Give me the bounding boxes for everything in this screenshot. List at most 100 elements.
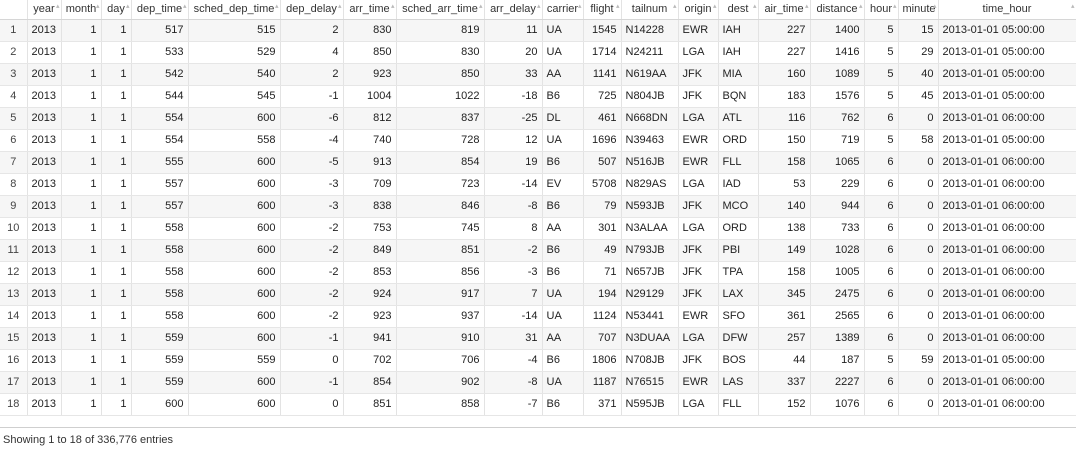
cell-dep-delay: 0: [280, 349, 344, 372]
column-header-arr-time[interactable]: arr_time ▴: [343, 0, 397, 20]
cell-carrier: B6: [542, 85, 584, 108]
cell-year: 2013: [27, 371, 62, 394]
column-header-minute[interactable]: minute ▴: [898, 0, 939, 20]
column-header-time-hour[interactable]: time_hour ▴: [938, 0, 1076, 20]
sort-arrows-icon[interactable]: ▴: [478, 3, 483, 10]
cell-year: 2013: [27, 41, 62, 64]
cell-day: 1: [101, 371, 132, 394]
header-row: year ▴ month ▴ day ▴ dep_time ▴ sched_dep_time ▴ d…: [0, 0, 1076, 20]
sort-arrows-icon[interactable]: ▴: [274, 3, 279, 10]
cell-arr-time: 923: [343, 63, 397, 86]
cell-flight: 507: [583, 151, 622, 174]
column-header-hour[interactable]: hour ▴: [864, 0, 899, 20]
sort-arrows-icon[interactable]: ▴: [672, 3, 677, 10]
cell-sched-dep-time: 515: [188, 19, 281, 42]
cell-sched-arr-time: 850: [396, 63, 485, 86]
column-header-air-time[interactable]: air_time ▴: [758, 0, 811, 20]
sort-arrows-icon[interactable]: ▴: [577, 3, 582, 10]
column-header-dep-delay[interactable]: dep_delay ▴: [280, 0, 344, 20]
sort-arrows-icon[interactable]: ▴: [932, 3, 937, 10]
column-header-day[interactable]: day ▴: [101, 0, 132, 20]
cell-dest: IAD: [718, 173, 759, 196]
row-number: 13: [0, 283, 28, 306]
sort-arrows-icon[interactable]: ▴: [95, 3, 100, 10]
cell-sched-dep-time: 600: [188, 327, 281, 350]
column-header-origin[interactable]: origin ▴: [678, 0, 719, 20]
cell-day: 1: [101, 129, 132, 152]
sort-arrows-icon[interactable]: ▴: [390, 3, 395, 10]
cell-minute: 0: [898, 239, 939, 262]
sort-arrows-icon[interactable]: ▴: [55, 3, 60, 10]
cell-dep-time: 600: [131, 393, 189, 416]
sort-arrows-icon[interactable]: ▴: [337, 3, 342, 10]
cell-year: 2013: [27, 173, 62, 196]
cell-dep-time: 559: [131, 371, 189, 394]
cell-day: 1: [101, 85, 132, 108]
cell-day: 1: [101, 151, 132, 174]
cell-air-time: 152: [758, 393, 811, 416]
sort-arrows-icon[interactable]: ▴: [536, 3, 541, 10]
cell-minute: 0: [898, 151, 939, 174]
column-header-dep-time[interactable]: dep_time ▴: [131, 0, 189, 20]
sort-arrows-icon[interactable]: ▴: [125, 3, 130, 10]
cell-time-hour: 2013-01-01 06:00:00: [938, 327, 1076, 350]
cell-day: 1: [101, 63, 132, 86]
cell-flight: 1714: [583, 41, 622, 64]
sort-arrows-icon[interactable]: ▴: [712, 3, 717, 10]
cell-distance: 229: [810, 173, 865, 196]
cell-dep-delay: 2: [280, 63, 344, 86]
cell-year: 2013: [27, 327, 62, 350]
cell-minute: 0: [898, 107, 939, 130]
cell-origin: JFK: [678, 63, 719, 86]
cell-dep-delay: -1: [280, 371, 344, 394]
cell-dest: TPA: [718, 261, 759, 284]
cell-arr-time: 709: [343, 173, 397, 196]
cell-distance: 762: [810, 107, 865, 130]
column-header-label: flight: [590, 3, 614, 16]
column-header-sched-dep-time[interactable]: sched_dep_time ▴: [188, 0, 281, 20]
sort-arrows-icon[interactable]: ▴: [615, 3, 620, 10]
column-header-distance[interactable]: distance ▴: [810, 0, 865, 20]
cell-carrier: B6: [542, 261, 584, 284]
cell-sched-dep-time: 600: [188, 305, 281, 328]
cell-hour: 6: [864, 305, 899, 328]
sort-arrows-icon[interactable]: ▴: [752, 3, 757, 10]
cell-hour: 5: [864, 129, 899, 152]
sort-arrows-icon[interactable]: ▴: [858, 3, 863, 10]
cell-carrier: AA: [542, 63, 584, 86]
cell-tailnum: N14228: [621, 19, 679, 42]
sort-arrows-icon[interactable]: ▴: [804, 3, 809, 10]
column-header-label: dest: [727, 3, 749, 16]
column-header-month[interactable]: month ▴: [61, 0, 102, 20]
sort-arrows-icon[interactable]: ▴: [182, 3, 187, 10]
column-header-tailnum[interactable]: tailnum ▴: [621, 0, 679, 20]
sort-arrows-icon[interactable]: ▴: [1070, 3, 1075, 10]
row-number: 15: [0, 327, 28, 350]
cell-sched-dep-time: 600: [188, 151, 281, 174]
cell-month: 1: [61, 217, 102, 240]
cell-time-hour: 2013-01-01 06:00:00: [938, 261, 1076, 284]
cell-minute: 15: [898, 19, 939, 42]
cell-sched-dep-time: 600: [188, 173, 281, 196]
cell-dep-delay: -2: [280, 305, 344, 328]
cell-minute: 0: [898, 173, 939, 196]
cell-minute: 0: [898, 283, 939, 306]
column-header-sched-arr-time[interactable]: sched_arr_time ▴: [396, 0, 485, 20]
table-body: 1 2013 1 1 517 515 2 830 819 11 UA 1545 N14228 EWR IAH…: [0, 19, 1076, 416]
cell-arr-delay: 11: [484, 19, 543, 42]
column-header-flight[interactable]: flight ▴: [583, 0, 622, 20]
cell-sched-dep-time: 600: [188, 107, 281, 130]
cell-dep-delay: -2: [280, 283, 344, 306]
column-header-dest[interactable]: dest ▴: [718, 0, 759, 20]
column-header-carrier[interactable]: carrier ▴: [542, 0, 584, 20]
cell-hour: 6: [864, 151, 899, 174]
cell-distance: 1065: [810, 151, 865, 174]
column-header-year[interactable]: year ▴: [27, 0, 62, 20]
cell-tailnum: N516JB: [621, 151, 679, 174]
cell-time-hour: 2013-01-01 06:00:00: [938, 151, 1076, 174]
cell-month: 1: [61, 63, 102, 86]
column-header-arr-delay[interactable]: arr_delay ▴: [484, 0, 543, 20]
cell-tailnum: N24211: [621, 41, 679, 64]
column-header-label: month: [65, 3, 97, 16]
sort-arrows-icon[interactable]: ▴: [892, 3, 897, 10]
